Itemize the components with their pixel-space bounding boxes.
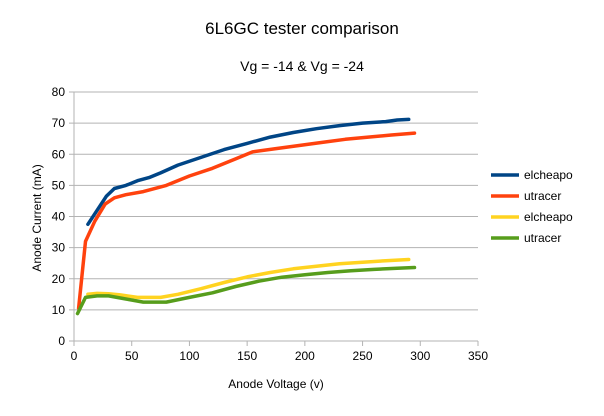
x-tick-label-300: 300 xyxy=(410,349,430,363)
y-tick-label-10: 10 xyxy=(52,303,66,317)
legend-label-2: utracer xyxy=(524,189,561,203)
y-tick-label-50: 50 xyxy=(52,178,66,192)
y-tick-label-60: 60 xyxy=(52,147,66,161)
chart-subtitle: Vg = -14 & Vg = -24 xyxy=(240,58,364,74)
series-line-2-utracer xyxy=(79,133,415,308)
x-tick-label-350: 350 xyxy=(468,349,488,363)
series-line-1-elcheapo xyxy=(88,119,409,224)
legend-label-3: elcheapo xyxy=(524,210,573,224)
chart-title: 6L6GC tester comparison xyxy=(205,19,399,38)
y-tick-label-20: 20 xyxy=(52,272,66,286)
x-tick-label-250: 250 xyxy=(353,349,373,363)
y-tick-label-0: 0 xyxy=(58,334,65,348)
legend-label-1: elcheapo xyxy=(524,168,573,182)
x-tick-label-100: 100 xyxy=(179,349,199,363)
y-axis-label: Anode Current (mA) xyxy=(30,164,44,271)
chart-container: 6L6GC tester comparison Vg = -14 & Vg = … xyxy=(0,0,604,411)
x-tick-label-150: 150 xyxy=(237,349,257,363)
series-line-4-utracer xyxy=(78,268,415,314)
legend-label-4: utracer xyxy=(524,231,561,245)
x-axis-label: Anode Voltage (v) xyxy=(228,377,323,391)
line-chart: 6L6GC tester comparison Vg = -14 & Vg = … xyxy=(0,0,604,411)
x-tick-label-200: 200 xyxy=(295,349,315,363)
plot-area: 0 50 100 150 200 250 300 350 0 10 20 30 40 50 60 70 80 xyxy=(52,85,489,363)
x-tick-label-0: 0 xyxy=(71,349,78,363)
y-tick-label-80: 80 xyxy=(52,85,66,99)
legend: elcheapo utracer elcheapo utracer xyxy=(491,168,573,245)
x-tick-label-50: 50 xyxy=(125,349,139,363)
y-tick-label-70: 70 xyxy=(52,116,66,130)
y-tick-label-30: 30 xyxy=(52,241,66,255)
y-tick-label-40: 40 xyxy=(52,210,66,224)
